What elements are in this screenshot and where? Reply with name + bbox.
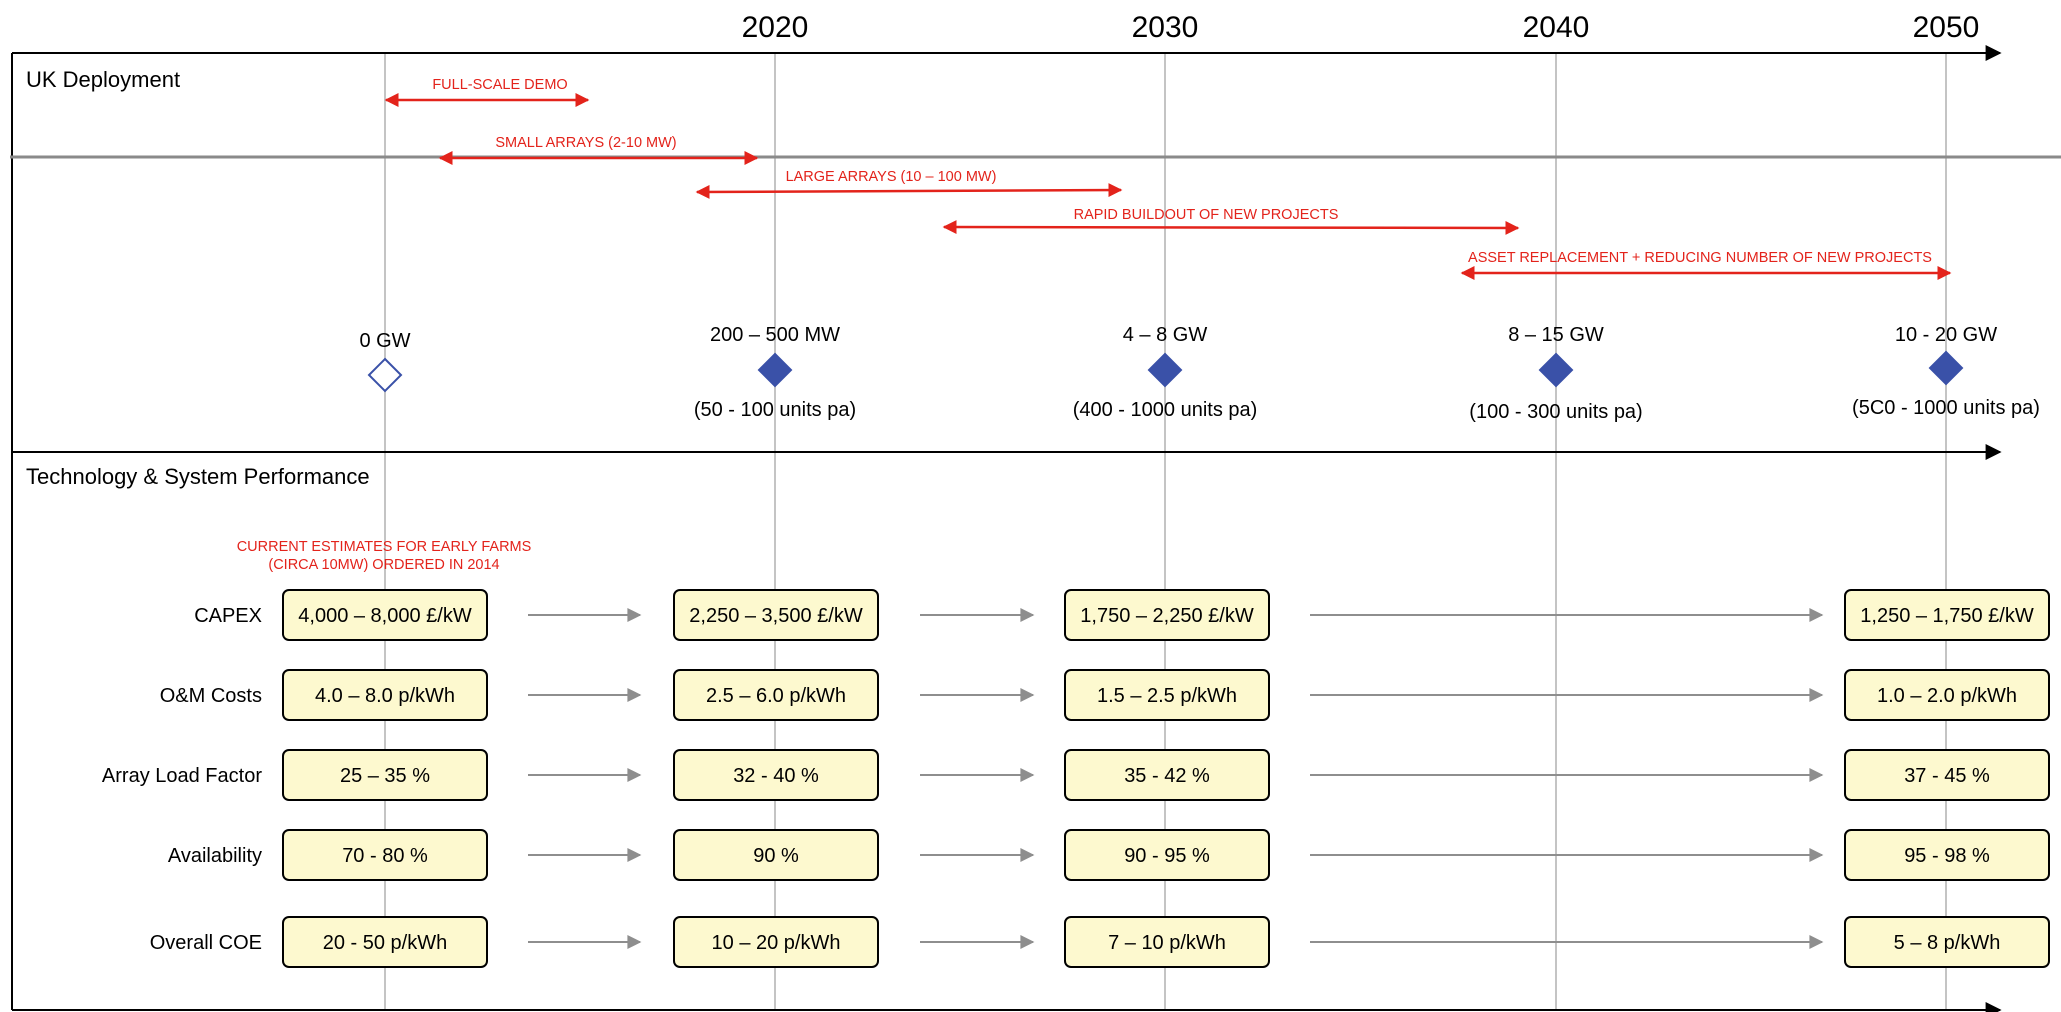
- metric-label: CAPEX: [194, 605, 262, 627]
- section-technology-performance: Technology & System Performance: [26, 464, 370, 489]
- metric-box: [1064, 916, 1270, 968]
- phase-label: RAPID BUILDOUT OF NEW PROJECTS: [1074, 207, 1339, 223]
- phase-arrow: [942, 220, 1520, 235]
- milestone-8-15-gw: 8 – 15 GW (100 - 300 units pa): [1469, 324, 1642, 423]
- milestone-diamond-filled: [757, 352, 793, 388]
- timeline-frame: [10, 45, 2061, 1012]
- milestone-units: (400 - 1000 units pa): [1073, 399, 1258, 421]
- phase-label: ASSET REPLACEMENT + REDUCING NUMBER OF N…: [1468, 250, 1932, 266]
- performance-metrics: CAPEX 4,000 – 8,000 £/kW 2,250 – 3,500 £/k…: [102, 589, 2050, 968]
- phase-full-scale-demo: FULL-SCALE DEMO: [384, 77, 590, 107]
- year-labels: 2020 2030 2040 2050: [742, 11, 1980, 44]
- metric-label: O&M Costs: [160, 685, 262, 707]
- milestone-200-500-mw: 200 – 500 MW (50 - 100 units pa): [694, 324, 856, 421]
- milestone-capacity: 200 – 500 MW: [710, 324, 840, 346]
- metric-label: Availability: [168, 845, 262, 867]
- metric-box: [1844, 829, 2050, 881]
- metric-row-array-load-factor: Array Load Factor 25 – 35 % 32 - 40 % 35 - …: [102, 749, 2050, 801]
- milestone-diamond-empty: [367, 357, 403, 393]
- milestone-0-gw: 0 GW: [359, 330, 411, 393]
- metric-value: 2.5 – 6.0 p/kWh: [706, 685, 846, 707]
- deployment-phases: FULL-SCALE DEMO SMALL ARRAYS (2-10 MW) LAR…: [384, 77, 1952, 280]
- metric-box: [673, 669, 879, 721]
- milestone-capacity: 0 GW: [359, 330, 410, 352]
- metric-value: 1.0 – 2.0 p/kWh: [1877, 685, 2017, 707]
- milestone-4-8-gw: 4 – 8 GW (400 - 1000 units pa): [1073, 324, 1258, 421]
- milestone-units: (50 - 100 units pa): [694, 399, 856, 421]
- metric-box: [673, 589, 879, 641]
- phase-asset-replacement-reducing-number-of-new-projects: ASSET REPLACEMENT + REDUCING NUMBER OF N…: [1460, 250, 1952, 280]
- milestone-diamond-filled: [1147, 352, 1183, 388]
- metric-box: [673, 749, 879, 801]
- milestone-capacity: 8 – 15 GW: [1508, 324, 1604, 346]
- metric-box: [673, 829, 879, 881]
- metric-box: [1064, 589, 1270, 641]
- metric-row-availability: Availability 70 - 80 % 90 % 90 - 95 % 95 - 9…: [168, 829, 2050, 881]
- metric-row-capex: CAPEX 4,000 – 8,000 £/kW 2,250 – 3,500 £/k…: [194, 589, 2050, 641]
- metric-value: 10 – 20 p/kWh: [712, 932, 841, 954]
- milestone-diamond-filled: [1538, 352, 1574, 388]
- metric-value: 2,250 – 3,500 £/kW: [689, 605, 863, 627]
- metric-value: 90 %: [753, 845, 799, 867]
- milestone-capacity: 10 - 20 GW: [1895, 324, 1997, 346]
- metric-label: Overall COE: [150, 932, 262, 954]
- metric-value: 20 - 50 p/kWh: [323, 932, 448, 954]
- milestone-diamond-filled: [1928, 350, 1964, 386]
- metric-value: 95 - 98 %: [1904, 845, 1990, 867]
- metric-label: Array Load Factor: [102, 765, 262, 787]
- year-label-2050: 2050: [1913, 11, 1980, 44]
- metric-value: 1.5 – 2.5 p/kWh: [1097, 685, 1237, 707]
- metric-row-o-m-costs: O&M Costs 4.0 – 8.0 p/kWh 2.5 – 6.0 p/kWh 1…: [160, 669, 2050, 721]
- early-farms-note: CURRENT ESTIMATES FOR EARLY FARMS (CIRCA…: [237, 539, 532, 573]
- metric-box: [673, 916, 879, 968]
- metric-box: [282, 589, 488, 641]
- year-label-2040: 2040: [1523, 11, 1590, 44]
- milestone-units: (100 - 300 units pa): [1469, 401, 1642, 423]
- metric-value: 5 – 8 p/kWh: [1894, 932, 2001, 954]
- metric-row-overall-coe: Overall COE 20 - 50 p/kWh 10 – 20 p/kWh 7 –…: [150, 916, 2050, 968]
- metric-box: [1064, 749, 1270, 801]
- note-line-2: (CIRCA 10MW) ORDERED IN 2014: [268, 557, 499, 573]
- metric-box: [282, 829, 488, 881]
- metric-box: [282, 916, 488, 968]
- metric-value: 32 - 40 %: [733, 765, 819, 787]
- section-uk-deployment: UK Deployment: [26, 67, 180, 92]
- phase-rapid-buildout-of-new-projects: RAPID BUILDOUT OF NEW PROJECTS: [942, 207, 1520, 235]
- metric-value: 25 – 35 %: [340, 765, 430, 787]
- phase-label: LARGE ARRAYS (10 – 100 MW): [786, 169, 997, 185]
- metric-box: [1064, 829, 1270, 881]
- milestone-capacity: 4 – 8 GW: [1123, 324, 1208, 346]
- metric-box: [1844, 589, 2050, 641]
- phase-label: FULL-SCALE DEMO: [432, 77, 567, 93]
- metric-value: 7 – 10 p/kWh: [1108, 932, 1226, 954]
- metric-value: 1,250 – 1,750 £/kW: [1860, 605, 2034, 627]
- capacity-milestones: 0 GW 200 – 500 MW (50 - 100 units pa) 4 – 8…: [359, 324, 2040, 423]
- metric-box: [1844, 669, 2050, 721]
- metric-value: 4.0 – 8.0 p/kWh: [315, 685, 455, 707]
- year-label-2020: 2020: [742, 11, 809, 44]
- metric-value: 4,000 – 8,000 £/kW: [298, 605, 472, 627]
- metric-box: [282, 749, 488, 801]
- metric-value: 90 - 95 %: [1124, 845, 1210, 867]
- milestone-10-20-gw: 10 - 20 GW (5C0 - 1000 units pa): [1852, 324, 2040, 419]
- note-line-1: CURRENT ESTIMATES FOR EARLY FARMS: [237, 539, 532, 555]
- metric-value: 1,750 – 2,250 £/kW: [1080, 605, 1254, 627]
- phase-arrow: [695, 183, 1123, 199]
- phase-small-arrays-2-10-mw: SMALL ARRAYS (2-10 MW): [438, 135, 759, 165]
- metric-value: 70 - 80 %: [342, 845, 428, 867]
- metric-box: [1844, 916, 2050, 968]
- phase-large-arrays-10-100-mw: LARGE ARRAYS (10 – 100 MW): [695, 169, 1123, 199]
- phase-label: SMALL ARRAYS (2-10 MW): [495, 135, 676, 151]
- milestone-units: (5C0 - 1000 units pa): [1852, 397, 2040, 419]
- metric-value: 37 - 45 %: [1904, 765, 1990, 787]
- metric-value: 35 - 42 %: [1124, 765, 1210, 787]
- metric-box: [282, 669, 488, 721]
- metric-box: [1064, 669, 1270, 721]
- year-label-2030: 2030: [1132, 11, 1199, 44]
- metric-box: [1844, 749, 2050, 801]
